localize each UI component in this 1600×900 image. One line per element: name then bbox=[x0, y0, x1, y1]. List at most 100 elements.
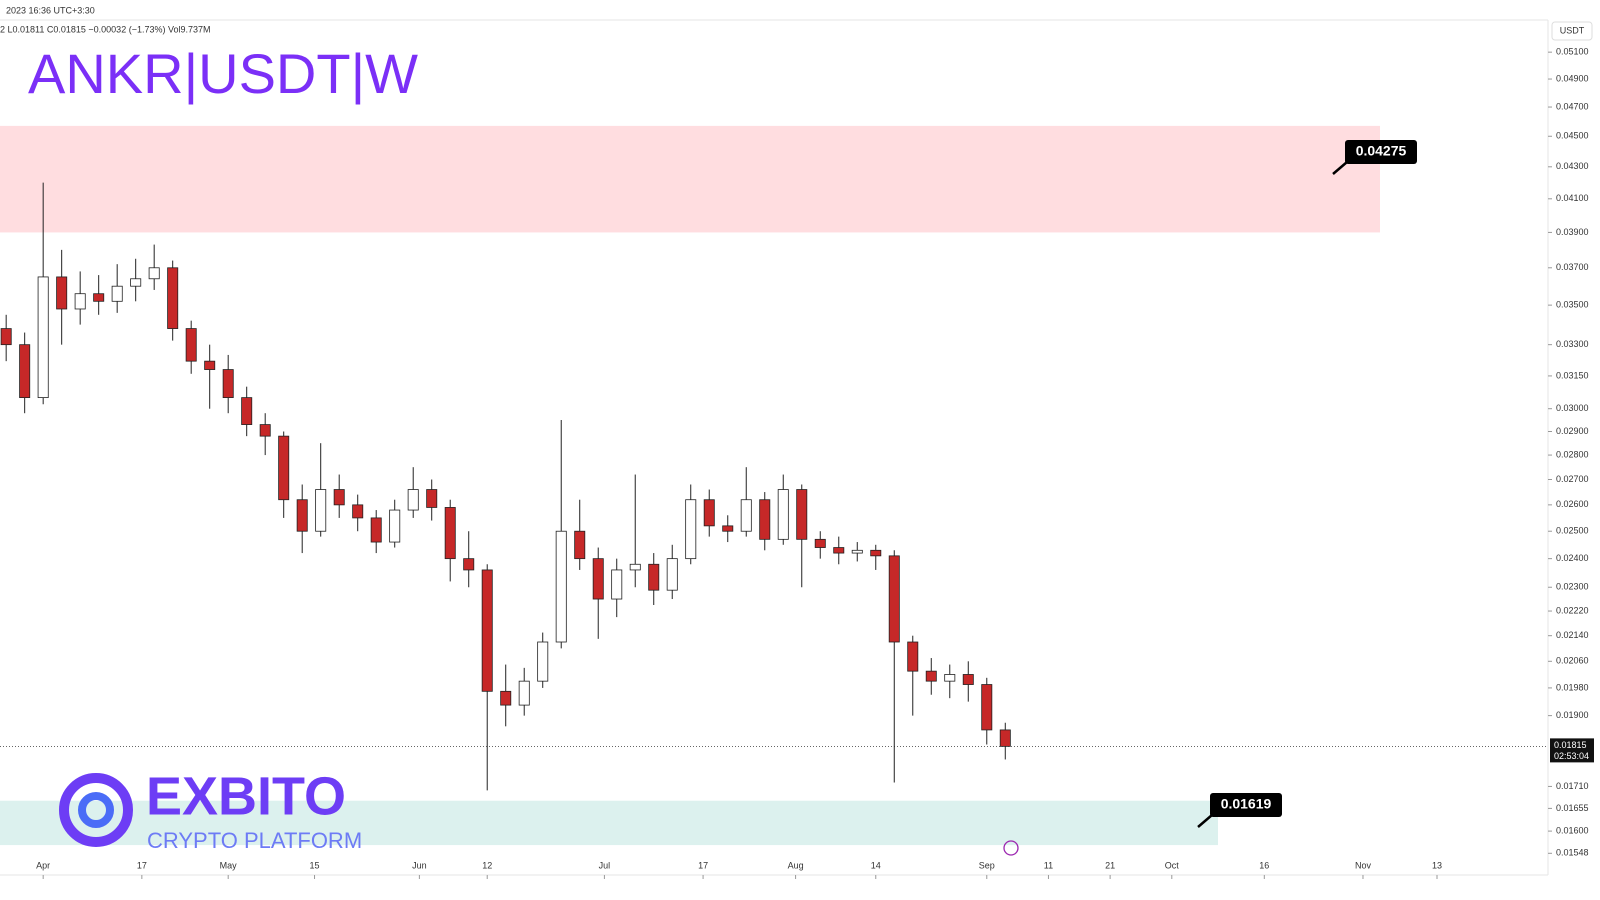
candle bbox=[222, 354, 234, 414]
candle-body bbox=[703, 499, 715, 527]
candle-body bbox=[315, 489, 327, 532]
candle bbox=[167, 260, 179, 341]
x-tick-label: 11 bbox=[1044, 860, 1053, 870]
y-tick-label: 0.02060 bbox=[1556, 656, 1589, 666]
logo-tagline: CRYPTO PLATFORM bbox=[147, 828, 362, 853]
candle-body bbox=[389, 509, 401, 543]
candle bbox=[851, 542, 863, 562]
candle bbox=[74, 271, 86, 325]
candle-body bbox=[407, 489, 419, 511]
header-time: 2023 16:36 UTC+3:30 bbox=[6, 5, 95, 15]
x-tick-label: 21 bbox=[1105, 860, 1115, 870]
logo-core bbox=[78, 792, 114, 828]
candle bbox=[629, 474, 641, 588]
logo-ring bbox=[59, 773, 133, 847]
y-tick-label: 0.02140 bbox=[1556, 630, 1589, 640]
candle bbox=[130, 258, 142, 302]
candle-body bbox=[777, 489, 789, 540]
currency: USDT bbox=[1560, 25, 1585, 35]
x-tick-label: May bbox=[220, 860, 238, 870]
y-tick-label: 0.04700 bbox=[1556, 101, 1589, 111]
candle-body bbox=[722, 525, 734, 532]
candle-body bbox=[56, 276, 68, 310]
y-tick-label: 0.04900 bbox=[1556, 73, 1589, 83]
x-tick-label: Jun bbox=[412, 860, 427, 870]
candle bbox=[185, 320, 197, 374]
y-tick-label: 0.02400 bbox=[1556, 553, 1589, 563]
candle-body bbox=[296, 499, 308, 532]
candle bbox=[814, 531, 826, 559]
zone bbox=[0, 800, 1218, 846]
candle-body bbox=[500, 690, 512, 706]
candle bbox=[796, 484, 808, 588]
candle-body bbox=[130, 278, 142, 287]
candle-body bbox=[999, 729, 1011, 747]
candle-body bbox=[185, 328, 197, 362]
candle-body bbox=[833, 547, 845, 554]
target-label: 0.04275 bbox=[1356, 143, 1407, 159]
candle bbox=[685, 484, 697, 565]
candle-body bbox=[962, 674, 974, 685]
candle-body bbox=[981, 684, 993, 731]
candle bbox=[389, 499, 401, 548]
candle-body bbox=[851, 549, 863, 554]
candle bbox=[37, 182, 49, 405]
candle bbox=[352, 494, 364, 532]
candle bbox=[56, 249, 68, 345]
candle bbox=[703, 489, 715, 537]
candle bbox=[241, 386, 253, 437]
y-tick-label: 0.01980 bbox=[1556, 682, 1589, 692]
candle-body bbox=[666, 558, 678, 591]
x-tick-label: Apr bbox=[36, 860, 50, 870]
event-icon[interactable] bbox=[1003, 840, 1019, 856]
currency-box[interactable] bbox=[1551, 21, 1593, 41]
candle-body bbox=[93, 293, 105, 302]
candle bbox=[481, 564, 493, 791]
candle-body bbox=[481, 569, 493, 692]
x-tick-label: 17 bbox=[137, 860, 147, 870]
y-tick-label: 0.01600 bbox=[1556, 825, 1589, 835]
candle-body bbox=[204, 360, 216, 370]
y-tick-label: 0.04300 bbox=[1556, 161, 1589, 171]
y-tick-label: 0.02500 bbox=[1556, 526, 1589, 536]
x-tick-label: Nov bbox=[1355, 860, 1372, 870]
y-tick-label: 0.02600 bbox=[1556, 499, 1589, 509]
candle-body bbox=[222, 369, 234, 399]
candle-body bbox=[555, 530, 567, 643]
callout-box bbox=[1345, 140, 1417, 164]
candle-body bbox=[333, 489, 345, 506]
candle-body bbox=[907, 641, 919, 672]
candle-body bbox=[537, 641, 549, 682]
candle-body bbox=[37, 276, 49, 399]
candle bbox=[722, 515, 734, 543]
y-tick-label: 0.03700 bbox=[1556, 262, 1589, 272]
y-tick-label: 0.01710 bbox=[1556, 781, 1589, 791]
x-tick-label: 13 bbox=[1432, 860, 1442, 870]
candle-body bbox=[944, 674, 956, 682]
candle bbox=[537, 632, 549, 688]
y-tick-label: 0.04500 bbox=[1556, 131, 1589, 141]
candle-body bbox=[518, 680, 530, 706]
candle-body bbox=[759, 499, 771, 540]
candle-body bbox=[629, 563, 641, 571]
candle-body bbox=[352, 504, 364, 519]
candle bbox=[944, 664, 956, 699]
last-price-box bbox=[1550, 738, 1594, 763]
candle-body bbox=[648, 563, 660, 591]
countdown: 02:53:04 bbox=[1554, 751, 1589, 761]
y-tick-label: 0.01655 bbox=[1556, 803, 1589, 813]
candle bbox=[888, 550, 900, 783]
candle-body bbox=[148, 267, 160, 280]
y-tick-label: 0.05100 bbox=[1556, 47, 1589, 57]
header-ohlc: 2 L0.01811 C0.01815 −0.00032 (−1.73%) Vo… bbox=[0, 24, 211, 34]
candle bbox=[981, 677, 993, 745]
candle bbox=[611, 558, 623, 618]
candle bbox=[759, 492, 771, 551]
y-tick-label: 0.03900 bbox=[1556, 227, 1589, 237]
x-tick-label: Sep bbox=[979, 860, 995, 870]
y-tick-label: 0.01900 bbox=[1556, 710, 1589, 720]
candle bbox=[259, 413, 271, 456]
candle-body bbox=[574, 530, 586, 560]
candle bbox=[592, 547, 604, 639]
